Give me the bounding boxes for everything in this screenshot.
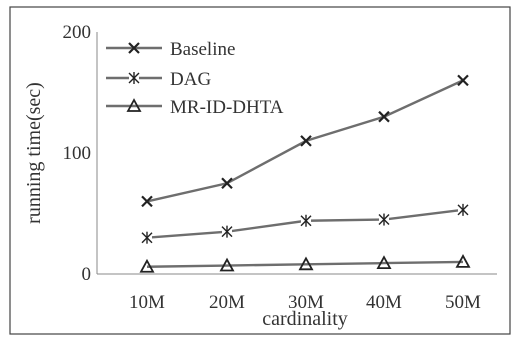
chart-frame [9,6,511,335]
y-tick-labels: 0 100 200 [63,22,92,285]
y-tick-label: 200 [63,22,92,43]
data-point [457,74,469,87]
y-tick-label: 100 [63,143,92,164]
data-point [300,135,312,147]
data-point [300,214,312,227]
plot-area [139,74,471,273]
x-tick-label: 30M [288,292,324,313]
x-tick-labels: 10M 20M 30M 40M 50M [129,292,481,313]
data-point [378,213,390,226]
data-point [298,256,314,271]
legend-marker [128,42,140,54]
legend: Baseline DAG MR-ID-DHTA [106,39,284,118]
data-point [457,203,469,216]
x-tick-label: 20M [209,292,245,313]
x-tick-label: 40M [366,292,402,313]
legend-label: Baseline [170,39,235,60]
legend-marker [126,98,142,112]
data-point [378,110,390,123]
y-axis-title: running time(sec) [23,82,45,224]
data-point [141,231,153,244]
data-point [219,257,235,272]
data-point [221,225,233,238]
x-tick-label: 10M [129,292,165,313]
legend-label: DAG [170,69,211,90]
y-tick-label: 0 [82,264,92,285]
legend-marker [128,72,140,84]
series-line [146,260,464,268]
data-point [455,254,471,268]
data-point [139,258,155,273]
data-point [376,255,392,270]
x-axis-title: cardinality [262,308,348,330]
data-point [141,195,153,208]
legend-label: MR-ID-DHTA [170,97,284,118]
data-point [221,177,233,190]
x-tick-label: 50M [445,292,481,313]
